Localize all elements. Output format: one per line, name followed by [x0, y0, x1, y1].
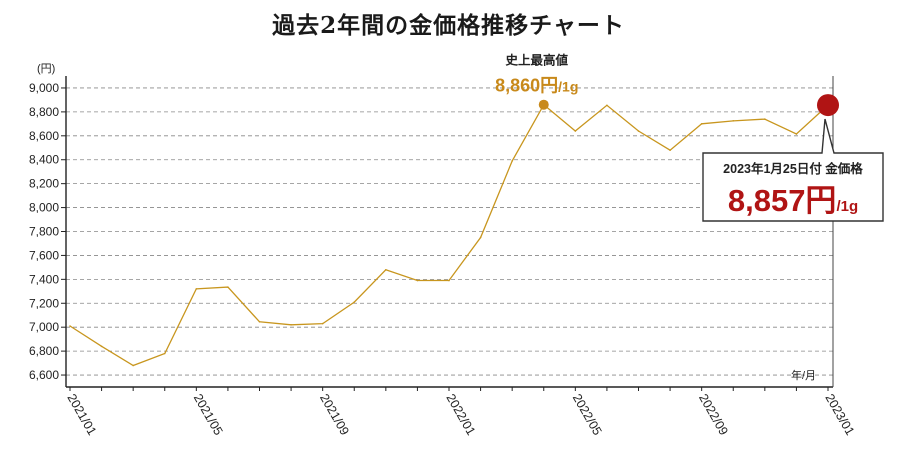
- x-tick-label: 2022/05: [570, 392, 605, 438]
- series-point: [227, 286, 229, 288]
- callout-box: [702, 118, 884, 222]
- y-unit-label: (円): [37, 63, 55, 75]
- y-tick-label: 8,800: [29, 105, 59, 119]
- series-points: [69, 103, 829, 367]
- series-point: [100, 345, 103, 348]
- series-point: [416, 279, 419, 282]
- y-tick-label: 8,000: [29, 201, 59, 215]
- series-point: [132, 364, 134, 367]
- series-point: [700, 123, 703, 125]
- all-time-high-annotation: 史上最高値 8,860円/1g: [495, 53, 578, 110]
- y-tick-label: 7,800: [29, 225, 59, 239]
- series-point: [511, 160, 513, 162]
- series-point: [669, 149, 671, 151]
- series-point: [321, 322, 324, 325]
- y-tick-label: 8,600: [29, 129, 59, 143]
- series-point: [448, 279, 450, 282]
- x-unit-label: 年/月: [791, 368, 816, 382]
- grid-lines: [66, 87, 833, 376]
- series-point: [764, 118, 766, 120]
- series-line-gold-price: [69, 103, 829, 367]
- y-tick-label: 7,600: [29, 248, 59, 262]
- series-point: [479, 236, 482, 239]
- series-point: [637, 130, 640, 132]
- y-tick-label: 8,200: [29, 177, 59, 191]
- ath-value: 8,860円: [495, 76, 558, 96]
- series-point: [574, 130, 577, 132]
- series-point: [795, 133, 798, 135]
- latest-price-callout: 2023年1月25日付 金価格 8,857円/1g: [702, 94, 884, 222]
- x-tick-label: 2021/09: [317, 392, 352, 438]
- series-point: [69, 325, 71, 327]
- y-tick-label: 6,800: [29, 344, 59, 358]
- series-point: [163, 352, 166, 355]
- series-point: [732, 120, 735, 122]
- y-tick-label: 6,600: [29, 368, 59, 382]
- x-tick-label: 2021/01: [64, 392, 99, 438]
- series-point: [606, 104, 608, 107]
- chart-title: 過去2年間の金価格推移チャート: [272, 12, 625, 39]
- x-tick-label: 2022/09: [696, 392, 731, 438]
- y-axis-ticks: 6,600 6,800 7,000 7,200 7,400 7,600 7,800 8,000…: [29, 81, 66, 382]
- callout-price-text: 8,857円/1g: [728, 183, 858, 218]
- series-point: [258, 321, 261, 323]
- ath-marker: [538, 99, 549, 110]
- series-point: [290, 324, 292, 326]
- ath-unit: /1g: [558, 79, 578, 95]
- callout-price-unit: /1g: [836, 198, 858, 215]
- x-tick-label: 2023/01: [822, 392, 857, 438]
- y-tick-label: 7,400: [29, 272, 59, 286]
- x-tick-label: 2022/01: [443, 392, 478, 438]
- ath-value-text: 8,860円/1g: [495, 76, 578, 96]
- series-point: [195, 288, 198, 290]
- y-tick-label: 7,000: [29, 320, 59, 334]
- y-tick-label: 9,000: [29, 81, 59, 95]
- latest-price-marker: [817, 94, 839, 117]
- series-point: [353, 301, 356, 303]
- callout-price-value: 8,857円: [728, 183, 837, 218]
- x-tick-label: 2021/05: [191, 392, 226, 438]
- ath-label: 史上最高値: [505, 53, 568, 68]
- callout-date-label: 2023年1月25日付 金価格: [723, 161, 863, 176]
- series-point: [385, 268, 387, 271]
- y-tick-label: 8,400: [29, 153, 59, 167]
- x-axis-ticks: 2021/01 2021/05 2021/09 2022/01 2022/05 2022/…: [64, 387, 857, 438]
- y-tick-label: 7,200: [29, 296, 59, 310]
